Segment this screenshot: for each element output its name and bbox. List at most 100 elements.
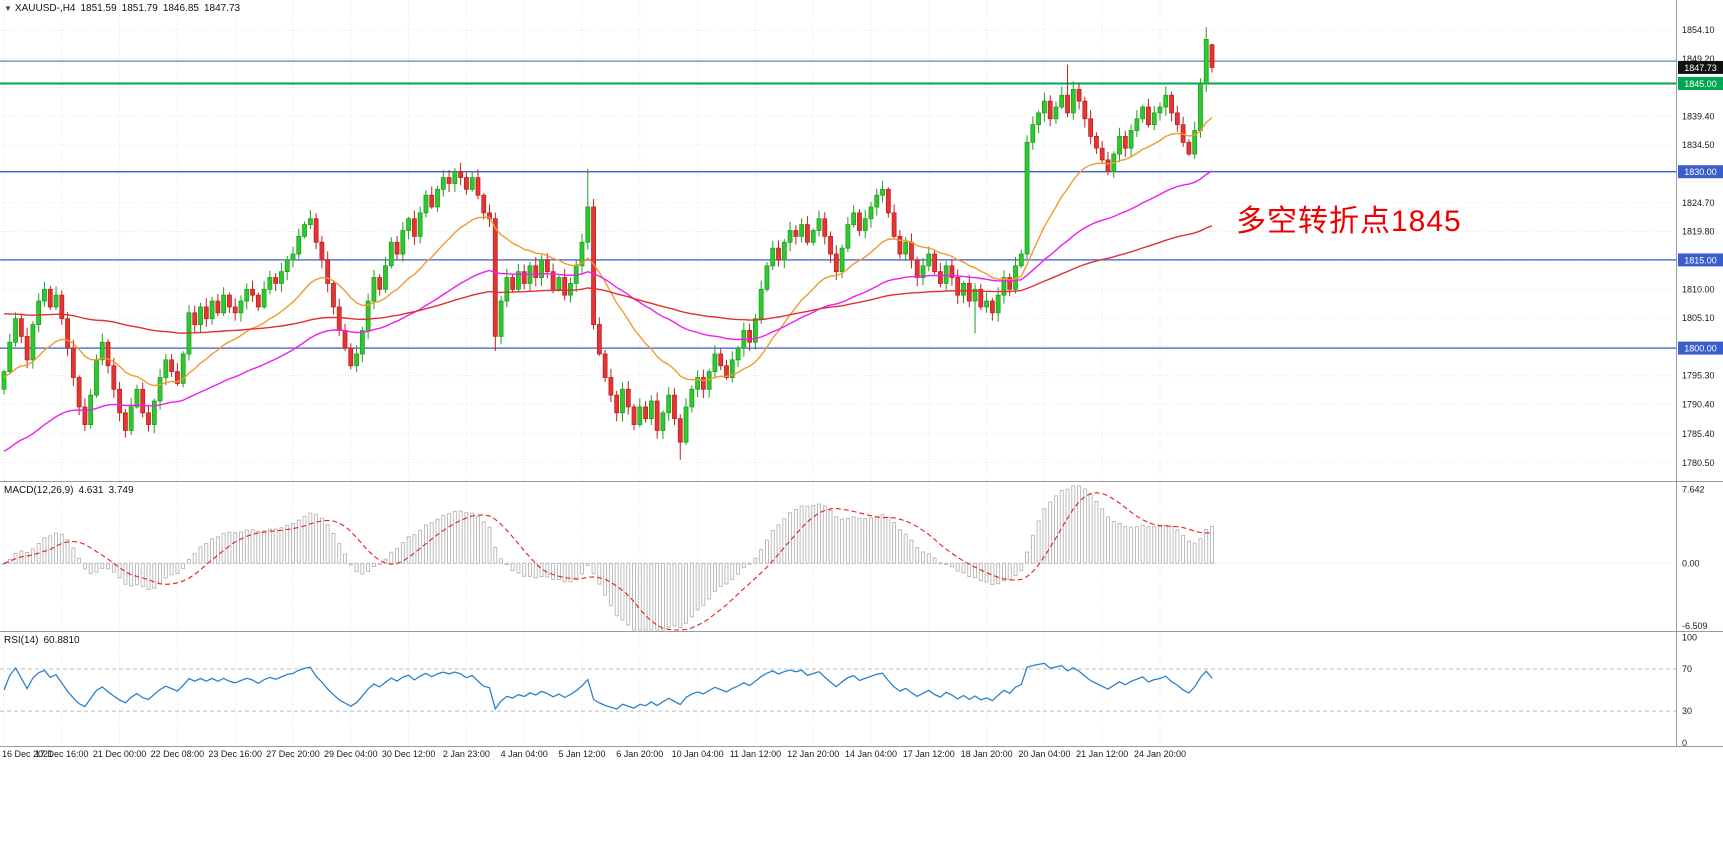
macd-histogram-bar [1111,521,1116,564]
time-axis-label: 21 Dec 00:00 [93,749,147,759]
macd-histogram-bar [25,551,30,564]
macd-histogram-bar [134,562,139,586]
macd-label: MACD(12,26,9) 4.631 3.749 [4,485,139,496]
macd-histogram-bar [747,562,752,565]
time-axis-label: 20 Jan 04:00 [1018,749,1070,759]
macd-histogram-bar [331,532,336,564]
macd-histogram-bar [48,535,53,564]
macd-histogram-bar [418,529,423,564]
price-axis-label: 1849.20 [1682,54,1715,64]
time-axis-label: 14 Jan 04:00 [845,749,897,759]
macd-histogram-bar [400,542,405,564]
price-level-badge [1678,165,1723,179]
macd-histogram-bar [308,512,313,564]
macd-axis-label: 0.00 [1682,558,1700,568]
macd-histogram-bar [551,562,556,580]
macd-histogram-bar [140,562,145,588]
macd-histogram-bar [1146,526,1151,564]
quote-close: 1847.73 [203,3,241,14]
macd-histogram-bar [59,534,64,564]
macd-histogram-bar [961,562,966,574]
rsi-indicator-name: RSI(14) [4,635,39,646]
macd-histogram-bar [632,562,636,631]
macd-histogram-bar [1013,562,1018,577]
macd-histogram-bar [152,562,157,589]
candles-series[interactable] [1,27,1215,460]
macd-histogram-bar [256,530,261,564]
macd-histogram-bar [54,532,58,564]
macd-histogram-bar [897,529,902,564]
time-axis-label: 24 Jan 20:00 [1134,749,1186,759]
macd-histogram-bar [1186,540,1191,564]
macd-histogram-bar [886,516,891,564]
macd-histogram-bar [487,526,492,564]
macd-histogram-bar [840,518,845,564]
macd-histogram-bar [227,531,232,564]
rsi-value: 60.8810 [43,635,80,646]
macd-histogram-bar [1059,489,1064,564]
time-axis-label: 16 Dec 2021 [2,749,53,759]
price-axis[interactable]: 1854.10 1849.20 1839.40 1834.50 1824.70 1819.… [1678,25,1723,468]
macd-histogram-bar [481,521,486,564]
macd-histogram-bar [1129,526,1134,564]
price-level-badge [1678,341,1723,355]
symbol-dropdown-icon[interactable]: ▼ [4,4,12,13]
macd-histogram-bar [221,532,226,564]
macd-indicator-name: MACD(12,26,9) [4,485,74,496]
macd-histogram-bar [608,562,613,607]
rsi-axis-label: 0 [1682,738,1687,748]
macd-histogram-bar [291,523,295,564]
price-level-badge [1678,76,1723,90]
macd-histogram-bar [389,551,394,564]
macd-histogram-bar [591,562,596,575]
macd-histogram-bar [765,539,769,564]
macd-histogram-bar [684,562,688,624]
macd-histogram-bar [718,562,723,587]
annotation-text[interactable]: 多空转折点1845 [1236,205,1462,238]
macd-histogram-bar [192,553,197,564]
time-axis-label: 10 Jan 04:00 [672,749,724,759]
macd-histogram-bar [880,514,885,564]
macd-histogram-bar [187,558,191,564]
macd-histogram-bar [273,528,278,564]
macd-histogram-bar [874,515,879,564]
macd-histogram-bar [94,562,99,573]
time-axis-label: 12 Jan 20:00 [787,749,839,759]
quote-high: 1851.79 [121,3,158,14]
macd-histogram-bar [1082,488,1087,564]
panel-separators [0,0,1723,747]
price-axis-label: 1785.40 [1682,429,1715,439]
macd-histogram-bar [545,562,550,578]
time-axis-label: 5 Jan 12:00 [558,749,605,759]
chart-title: ▼ XAUUSD-,H4 1851.59 1851.79 1846.85 1847.73 [4,3,245,14]
macd-histogram-bar [712,562,717,592]
macd-histogram-bar [319,517,324,564]
macd-histogram-bar [678,562,683,628]
macd-histogram-bar [730,562,735,580]
macd-histogram-bar [568,562,573,583]
macd-histogram-bar [932,557,937,564]
macd-histogram-bar [1192,542,1197,564]
macd-histogram-bar [1158,525,1162,564]
macd-histogram-bar [1198,538,1203,564]
ma-mid-magenta [3,170,1213,452]
macd-axis: 7.642 0.00 -6.509 [1682,484,1708,631]
macd-histogram-bar [528,562,532,577]
macd-histogram-bar [429,522,434,564]
macd-histogram-bar [603,562,608,596]
time-axis-label: 21 Jan 12:00 [1076,749,1128,759]
macd-histogram-bar [817,503,821,564]
macd-histogram-bar [169,562,174,576]
svg-text:1815.00: 1815.00 [1684,255,1717,265]
price-axis-label: 1795.30 [1682,371,1715,381]
macd-histogram-bar [146,562,151,590]
macd-histogram-bar [1042,508,1047,564]
macd-histogram-bar [689,562,694,618]
macd-histogram-bar [955,562,960,572]
rsi-panel [0,662,1676,712]
rsi-axis-label: 70 [1682,664,1692,674]
ma-slow-red [3,225,1213,334]
macd-histogram-bar [973,562,977,579]
